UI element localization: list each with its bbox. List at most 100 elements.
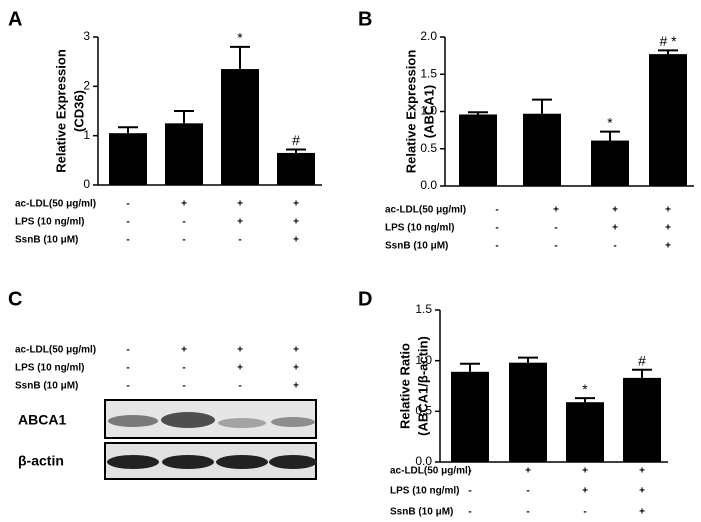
condition-mark: -: [126, 363, 129, 374]
condition-mark: +: [612, 223, 618, 234]
bar: [623, 377, 661, 462]
condition-mark: +: [237, 345, 243, 356]
condition-label: LPS (10 ng/ml): [15, 363, 84, 374]
condition-mark: -: [126, 345, 129, 356]
condition-label: SsnB (10 μM): [385, 241, 448, 252]
condition-label: LPS (10 ng/ml): [15, 217, 84, 228]
bar: [509, 362, 547, 462]
condition-mark: +: [293, 235, 299, 246]
condition-mark: -: [182, 363, 185, 374]
y-tick-label: 1: [83, 128, 90, 142]
condition-mark: -: [526, 486, 529, 497]
bar-annotation: *: [582, 381, 588, 397]
panel-letter: C: [8, 288, 22, 310]
y-axis-label: (ABCA1): [421, 85, 436, 138]
condition-mark: +: [181, 199, 187, 210]
condition-mark: -: [182, 217, 185, 228]
condition-mark: -: [126, 381, 129, 392]
condition-mark: +: [181, 345, 187, 356]
condition-mark: +: [293, 345, 299, 356]
condition-mark: +: [639, 486, 645, 497]
condition-label: ac-LDL(50 μg/ml): [15, 345, 96, 356]
bar: [591, 140, 629, 186]
bar: [165, 123, 203, 185]
condition-mark: -: [495, 205, 498, 216]
bar: [566, 402, 604, 462]
y-tick-label: 1.5: [420, 66, 437, 80]
condition-mark: -: [126, 217, 129, 228]
condition-label: SsnB (10 μM): [390, 507, 453, 518]
bar-annotation: #: [638, 352, 646, 368]
bar: [109, 133, 147, 185]
condition-mark: -: [583, 507, 586, 518]
condition-mark: -: [126, 199, 129, 210]
condition-mark: -: [238, 381, 241, 392]
bar: [451, 371, 489, 462]
y-axis-label: Relative Expression: [53, 49, 68, 173]
bar: [459, 114, 497, 186]
y-axis-label: Relative Ratio: [397, 343, 412, 429]
y-tick-label: 3: [83, 29, 90, 43]
condition-mark: +: [293, 363, 299, 374]
condition-mark: +: [639, 466, 645, 477]
condition-mark: -: [554, 241, 557, 252]
condition-mark: -: [526, 507, 529, 518]
blot-row-label: β-actin: [18, 453, 64, 469]
condition-mark: +: [612, 205, 618, 216]
blot-image: [104, 399, 317, 480]
condition-mark: +: [525, 466, 531, 477]
y-tick-label: 1.0: [415, 353, 432, 367]
bar: [221, 69, 259, 185]
y-tick-label: 0.5: [420, 141, 437, 155]
bar: [523, 113, 561, 186]
condition-mark: +: [582, 466, 588, 477]
condition-label: SsnB (10 μM): [15, 235, 78, 246]
condition-mark: -: [126, 235, 129, 246]
condition-label: LPS (10 ng/ml): [385, 223, 454, 234]
condition-mark: +: [237, 217, 243, 228]
y-axis-label: Relative Expression: [403, 50, 418, 174]
condition-label: ac-LDL(50 μg/ml): [390, 466, 471, 477]
condition-mark: -: [495, 223, 498, 234]
condition-mark: +: [665, 205, 671, 216]
y-tick-label: 0.5: [415, 404, 432, 418]
condition-mark: +: [665, 223, 671, 234]
condition-mark: +: [639, 507, 645, 518]
panel-letter: D: [358, 288, 372, 310]
condition-mark: -: [238, 235, 241, 246]
y-tick-label: 2.0: [420, 29, 437, 43]
condition-label: LPS (10 ng/ml): [390, 486, 459, 497]
condition-mark: -: [468, 507, 471, 518]
y-tick-label: 2: [83, 79, 90, 93]
condition-mark: +: [237, 363, 243, 374]
condition-mark: -: [468, 466, 471, 477]
condition-mark: +: [237, 199, 243, 210]
condition-mark: +: [293, 217, 299, 228]
condition-mark: -: [554, 223, 557, 234]
y-axis-label: (ABCA1/β-actin): [415, 336, 430, 436]
bar-annotation: #: [292, 132, 300, 148]
condition-mark: +: [293, 381, 299, 392]
condition-mark: -: [495, 241, 498, 252]
condition-mark: -: [182, 381, 185, 392]
condition-mark: +: [553, 205, 559, 216]
condition-mark: -: [468, 486, 471, 497]
y-tick-label: 1.0: [420, 104, 437, 118]
condition-mark: -: [613, 241, 616, 252]
blot-row-label: ABCA1: [18, 412, 66, 428]
bar-annotation: # *: [659, 33, 677, 49]
bar-annotation: *: [237, 30, 243, 46]
bar: [649, 54, 687, 187]
panel-letter: A: [8, 8, 22, 30]
condition-label: ac-LDL(50 μg/ml): [385, 205, 466, 216]
condition-mark: +: [582, 486, 588, 497]
condition-label: ac-LDL(50 μg/ml): [15, 199, 96, 210]
condition-mark: +: [293, 199, 299, 210]
y-tick-label: 0.0: [420, 178, 437, 192]
y-tick-label: 0.0: [415, 454, 432, 468]
bar: [277, 152, 315, 185]
bar-annotation: *: [607, 114, 613, 130]
y-axis-label: (CD36): [71, 90, 86, 132]
y-tick-label: 0: [83, 177, 90, 191]
